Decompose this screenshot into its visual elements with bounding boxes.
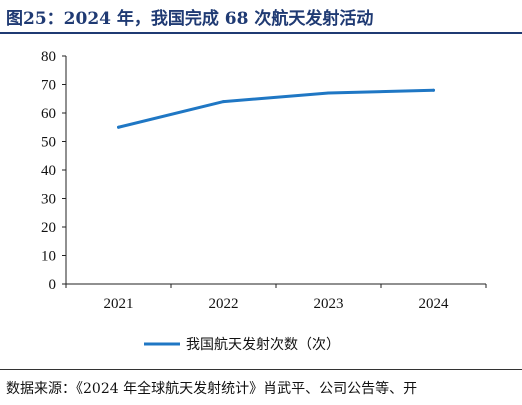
y-tick-label: 70 (41, 78, 56, 94)
data-point (327, 91, 330, 95)
series-lines (117, 88, 435, 129)
x-tick-label: 2021 (104, 296, 134, 312)
y-tick-label: 10 (41, 249, 56, 265)
y-tick-label: 20 (41, 220, 56, 236)
y-axis-ticks: 0 10 20 30 40 50 60 70 80 (41, 49, 66, 293)
line-chart: 0 10 20 30 40 50 60 70 80 2021 2022 2023 2024 我国航天发… (41, 49, 487, 353)
source-note: 数据来源：《2024 年全球航天发射统计》肖武平、公司公告等、开 (6, 381, 418, 397)
figure-title: 图25：2024 年，我国完成 68 次航天发射活动 (6, 9, 374, 29)
title-rule (0, 32, 522, 34)
y-tick-label: 80 (41, 49, 56, 65)
chart-legend: 我国航天发射次数（次） (144, 337, 340, 353)
y-tick-label: 0 (49, 277, 57, 293)
x-tick-label: 2023 (314, 296, 344, 312)
x-tick-label: 2024 (419, 296, 450, 312)
y-tick-label: 50 (41, 135, 56, 151)
x-axis-ticks: 2021 2022 2023 2024 (65, 284, 487, 312)
y-tick-label: 40 (41, 163, 56, 179)
y-tick-label: 60 (41, 106, 56, 122)
x-tick-label: 2022 (209, 296, 239, 312)
series-line (117, 88, 435, 129)
data-point (432, 88, 435, 92)
data-point (117, 125, 120, 129)
footer-rule (0, 369, 522, 370)
y-tick-label: 30 (41, 192, 56, 208)
legend-label: 我国航天发射次数（次） (186, 337, 340, 353)
data-point (222, 100, 225, 104)
